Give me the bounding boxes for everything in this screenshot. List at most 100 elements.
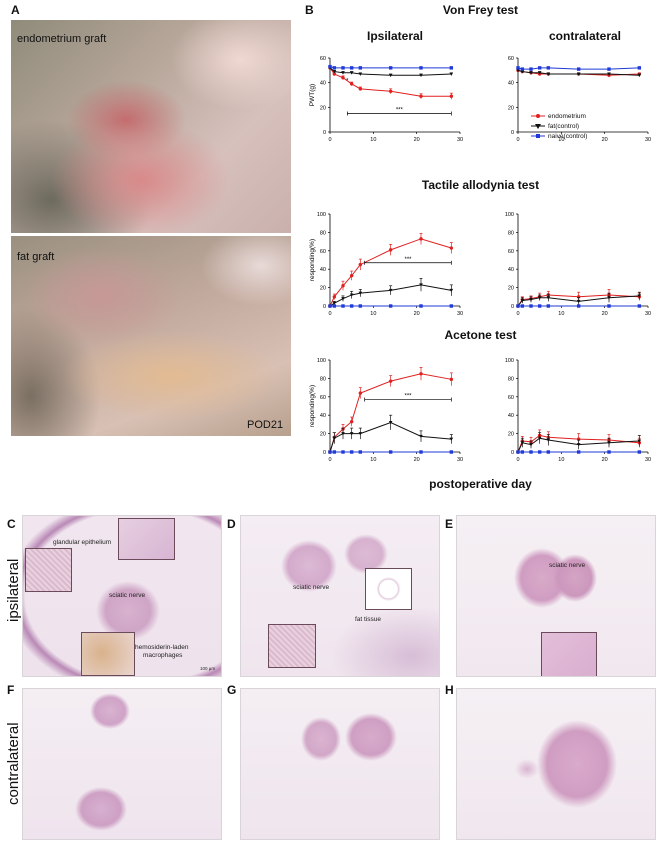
y-tick-label: 100 bbox=[505, 358, 514, 364]
data-point bbox=[520, 441, 525, 445]
data-point bbox=[449, 450, 454, 454]
y-tick-label: 60 bbox=[508, 249, 514, 255]
data-point bbox=[546, 66, 551, 70]
data-point bbox=[388, 288, 393, 293]
x-tick-label: 0 bbox=[328, 137, 331, 143]
data-point bbox=[332, 72, 337, 76]
y-tick-label: 20 bbox=[320, 432, 326, 438]
x-tick-label: 20 bbox=[602, 311, 608, 317]
data-point bbox=[576, 299, 581, 304]
data-point bbox=[358, 304, 363, 308]
y-axis-label: PWT(g) bbox=[309, 84, 316, 106]
data-point bbox=[349, 419, 354, 424]
legend-item-endometrium: endometrium bbox=[530, 111, 660, 121]
d-inset-nerve bbox=[268, 624, 316, 668]
tactile-allodynia-title: Tactile allodynia test bbox=[421, 178, 540, 192]
legend: endometrium fat(control) naive(control) bbox=[530, 111, 660, 141]
data-point bbox=[607, 72, 611, 76]
x-tick-label: 10 bbox=[370, 457, 376, 463]
y-tick-label: 100 bbox=[317, 358, 326, 364]
series-line-fatcontrol bbox=[517, 69, 640, 76]
data-point bbox=[328, 304, 332, 308]
y-tick-label: 80 bbox=[320, 230, 326, 236]
endometrium-graft-label: endometrium graft bbox=[17, 33, 107, 45]
data-point bbox=[449, 437, 454, 441]
d-sciatic-label: sciatic nerve bbox=[293, 584, 330, 591]
x-tick-label: 20 bbox=[414, 137, 420, 143]
d-fat-label: fat tissue bbox=[355, 616, 382, 623]
data-point bbox=[529, 298, 533, 302]
data-point bbox=[358, 450, 363, 454]
data-point bbox=[576, 67, 581, 71]
data-point bbox=[388, 89, 393, 94]
contralateral-column-title: contralateral bbox=[548, 29, 622, 43]
data-point bbox=[637, 450, 642, 454]
data-point bbox=[607, 450, 611, 454]
panel-letter-h: H bbox=[445, 683, 454, 697]
e-sciatic-label: sciatic nerve bbox=[549, 562, 586, 569]
x-tick-label: 10 bbox=[558, 457, 564, 463]
data-point bbox=[419, 283, 423, 287]
x-tick-label: 20 bbox=[414, 311, 420, 317]
x-tick-label: 30 bbox=[457, 311, 463, 317]
y-tick-label: 80 bbox=[508, 230, 514, 236]
c-hemo-label-1: hemosiderin-laden bbox=[135, 644, 189, 651]
data-point bbox=[537, 296, 542, 300]
histology-f bbox=[22, 688, 222, 840]
histology-e: sciatic nerve bbox=[456, 515, 656, 677]
x-tick-label: 20 bbox=[602, 457, 608, 463]
data-point bbox=[349, 71, 354, 75]
data-point bbox=[349, 273, 354, 278]
data-point bbox=[637, 439, 642, 443]
data-point bbox=[537, 450, 542, 454]
data-point bbox=[449, 66, 454, 70]
data-point bbox=[419, 237, 423, 241]
data-point bbox=[341, 432, 345, 436]
data-point bbox=[419, 372, 423, 376]
data-point bbox=[332, 436, 337, 440]
histology-h bbox=[456, 688, 656, 840]
data-point bbox=[349, 304, 354, 308]
data-point bbox=[341, 284, 345, 288]
data-point bbox=[529, 304, 533, 308]
data-point bbox=[529, 71, 533, 75]
series-line-fatcontrol bbox=[517, 295, 640, 307]
data-point bbox=[449, 94, 454, 98]
data-point bbox=[419, 434, 423, 439]
data-point bbox=[546, 296, 551, 300]
x-tick-label: 10 bbox=[370, 311, 376, 317]
data-point bbox=[607, 441, 611, 445]
data-point bbox=[388, 248, 393, 252]
inset-glandular bbox=[118, 518, 175, 560]
legend-label-naive: naive(control) bbox=[548, 132, 588, 140]
legend-item-fat: fat(control) bbox=[530, 121, 660, 131]
y-tick-label: 40 bbox=[320, 413, 326, 419]
data-point bbox=[546, 438, 551, 442]
data-point bbox=[388, 379, 393, 383]
x-tick-label: 30 bbox=[457, 137, 463, 143]
y-tick-label: 0 bbox=[323, 304, 326, 310]
y-tick-label: 20 bbox=[508, 286, 514, 292]
postoperative-day-label: postoperative day bbox=[429, 477, 532, 491]
y-tick-label: 80 bbox=[320, 376, 326, 382]
y-tick-label: 40 bbox=[320, 267, 326, 273]
series-line-fatcontrol bbox=[329, 67, 452, 76]
data-point bbox=[328, 64, 332, 69]
y-tick-label: 60 bbox=[320, 395, 326, 401]
data-point bbox=[546, 304, 551, 308]
panel-letter-a: A bbox=[11, 3, 20, 17]
data-point bbox=[537, 436, 542, 440]
ipsilateral-side-label: ipsilateral bbox=[5, 558, 22, 622]
series-line-fatcontrol bbox=[329, 284, 452, 307]
data-point bbox=[341, 450, 345, 454]
data-point bbox=[576, 443, 581, 447]
data-point bbox=[637, 294, 642, 298]
x-tick-label: 10 bbox=[558, 137, 564, 143]
data-point bbox=[358, 66, 363, 70]
data-point bbox=[449, 377, 454, 382]
x-tick-label: 10 bbox=[370, 137, 376, 143]
y-tick-label: 100 bbox=[505, 212, 514, 218]
c-glandular-label: glandular epithelium bbox=[53, 539, 112, 546]
inset-hemosiderin bbox=[81, 632, 135, 676]
data-point bbox=[516, 68, 520, 73]
